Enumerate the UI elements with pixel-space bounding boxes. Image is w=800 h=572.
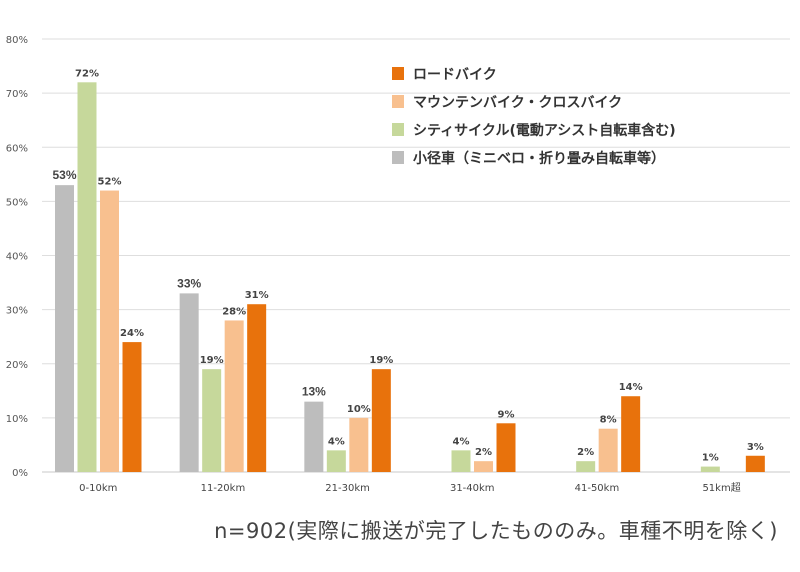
bar bbox=[621, 396, 641, 472]
data-label: 2% bbox=[475, 447, 492, 458]
bar bbox=[202, 369, 222, 472]
bar-chart: 0% 10% 20% 30% 40% 50% 60% 70% 80% 53% 72% 52% 24% 0-… bbox=[6, 35, 790, 494]
x-tick-label: 0-10km bbox=[79, 483, 117, 494]
data-label: 10% bbox=[347, 404, 371, 415]
y-tick-label: 40% bbox=[6, 252, 28, 263]
legend-swatch bbox=[392, 67, 404, 80]
bar bbox=[474, 461, 493, 472]
bar bbox=[451, 450, 471, 472]
data-label: 13% bbox=[302, 385, 326, 399]
legend-swatch bbox=[392, 123, 404, 136]
y-tick-label: 30% bbox=[6, 306, 28, 317]
data-label: 52% bbox=[98, 177, 122, 188]
y-tick-label: 10% bbox=[6, 414, 28, 425]
bar bbox=[496, 423, 516, 472]
y-tick-label: 80% bbox=[6, 35, 28, 46]
bar bbox=[55, 185, 74, 472]
y-tick-label: 60% bbox=[6, 143, 28, 154]
data-label: 24% bbox=[120, 328, 144, 339]
data-label: 4% bbox=[453, 436, 470, 447]
legend-label: 小径車（ミニベロ・折り畳み自転車等） bbox=[413, 150, 665, 167]
data-label: 31% bbox=[245, 290, 269, 301]
y-tick-label: 70% bbox=[6, 89, 28, 100]
bar bbox=[349, 417, 369, 472]
legend-label: ロードバイク bbox=[413, 67, 497, 83]
data-label: 4% bbox=[328, 436, 345, 447]
data-label: 19% bbox=[200, 355, 224, 366]
y-tick-label: 0% bbox=[12, 468, 28, 479]
data-label: 9% bbox=[498, 409, 515, 420]
bar bbox=[326, 450, 346, 472]
bar bbox=[122, 342, 142, 472]
bar bbox=[745, 455, 765, 472]
bar bbox=[179, 293, 199, 472]
bar bbox=[304, 401, 324, 472]
x-tick-label: 51km超 bbox=[702, 481, 740, 494]
y-tick-label: 50% bbox=[6, 197, 28, 208]
legend-label: マウンテンバイク・クロスバイク bbox=[413, 95, 622, 111]
data-label: 2% bbox=[577, 447, 594, 458]
legend-swatch bbox=[392, 151, 404, 164]
bar bbox=[247, 304, 267, 472]
legend-label: シティサイクル(電動アシスト自転車含む) bbox=[413, 122, 676, 139]
bar bbox=[598, 428, 618, 472]
data-label: 33% bbox=[177, 276, 201, 290]
x-tick-label: 41-50km bbox=[575, 483, 620, 494]
data-label: 28% bbox=[222, 306, 246, 317]
bar bbox=[77, 82, 97, 473]
data-label: 72% bbox=[75, 68, 99, 79]
bar bbox=[100, 190, 119, 473]
data-label: 14% bbox=[619, 382, 643, 393]
x-tick-label: 21-30km bbox=[325, 483, 370, 494]
legend-swatch bbox=[392, 95, 404, 108]
sample-size-note: n=902(実際に搬送が完了したもののみ。車種不明を除く) bbox=[214, 519, 778, 543]
bar bbox=[700, 466, 720, 472]
data-label: 53% bbox=[52, 168, 76, 182]
data-label: 19% bbox=[369, 355, 393, 366]
bar bbox=[224, 320, 244, 472]
bar bbox=[576, 461, 596, 472]
bar bbox=[371, 369, 391, 472]
data-label: 1% bbox=[702, 453, 719, 464]
x-tick-label: 31-40km bbox=[450, 483, 495, 494]
y-tick-label: 20% bbox=[6, 360, 28, 371]
data-label: 8% bbox=[600, 415, 617, 426]
data-label: 3% bbox=[747, 442, 764, 453]
x-tick-label: 11-20km bbox=[201, 483, 246, 494]
